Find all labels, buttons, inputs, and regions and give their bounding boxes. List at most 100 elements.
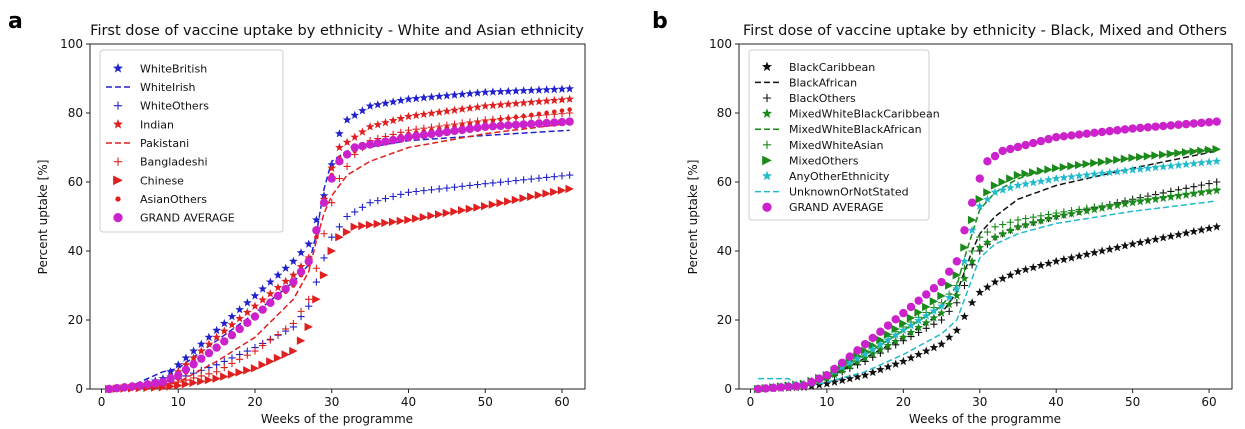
data-point [830, 377, 839, 386]
data-point [922, 324, 930, 332]
data-point [1022, 214, 1030, 223]
data-point [1067, 172, 1076, 181]
data-point [837, 358, 847, 367]
data-point [220, 372, 229, 381]
data-point [883, 330, 893, 339]
data-point [557, 117, 567, 127]
legend-label: Chinese [140, 174, 184, 187]
data-point [204, 339, 214, 348]
data-point [1204, 118, 1214, 127]
data-point [120, 383, 129, 392]
data-point [1166, 121, 1176, 130]
data-point [1052, 164, 1061, 173]
legend-label: WhiteOthers [140, 100, 209, 113]
data-point [891, 324, 900, 334]
data-point [504, 197, 513, 206]
data-point [906, 320, 916, 330]
data-point [944, 281, 954, 290]
data-point [929, 313, 939, 322]
data-point [473, 123, 482, 133]
data-point [534, 85, 544, 94]
data-point [1151, 162, 1160, 172]
data-point [511, 98, 521, 108]
data-point [505, 116, 511, 121]
data-point [967, 256, 977, 266]
data-point [937, 308, 946, 317]
data-point [243, 318, 252, 327]
series-grand-average [104, 117, 574, 394]
data-point [504, 121, 513, 130]
data-point [442, 91, 452, 100]
data-point [465, 124, 475, 134]
data-point [1036, 260, 1046, 270]
data-point [544, 110, 549, 116]
data-point [799, 381, 809, 390]
data-point [906, 313, 916, 323]
data-point [891, 315, 900, 324]
data-point [335, 157, 344, 166]
data-point [389, 192, 397, 201]
data-point [196, 339, 206, 348]
data-point [343, 162, 351, 171]
data-point [419, 93, 429, 102]
data-point [906, 302, 916, 312]
data-point [266, 357, 275, 366]
data-point [235, 305, 245, 314]
data-point [1044, 134, 1053, 144]
data-point [883, 340, 893, 350]
plot-area-b: 0 10 20 30 40 50 60 0 20 40 60 80 100 [709, 37, 1233, 409]
data-point [1067, 207, 1076, 215]
data-point [197, 372, 205, 380]
data-point [205, 370, 213, 378]
data-point [1189, 226, 1199, 236]
data-point [1060, 208, 1068, 216]
data-point [860, 349, 870, 359]
data-point [921, 346, 931, 355]
data-point [960, 256, 969, 266]
data-point [458, 182, 466, 190]
data-point [899, 308, 908, 318]
data-point [251, 347, 259, 355]
data-point [860, 370, 870, 379]
data-point [822, 371, 832, 380]
data-point [236, 355, 244, 363]
data-point [434, 210, 444, 219]
data-point [335, 142, 344, 152]
data-point [1021, 220, 1030, 229]
data-point [1059, 173, 1069, 182]
data-point [883, 321, 893, 330]
data-point [481, 180, 489, 188]
data-point [404, 111, 413, 121]
data-point [228, 359, 236, 368]
data-point [975, 195, 984, 204]
data-point [1097, 168, 1107, 178]
data-point [1059, 132, 1069, 141]
data-point [952, 325, 962, 335]
data-point [381, 218, 390, 228]
data-point [1212, 117, 1221, 126]
data-point [219, 326, 229, 335]
data-point [434, 128, 444, 138]
data-point [1166, 149, 1176, 159]
legend-swatch [761, 108, 773, 118]
data-point [876, 340, 885, 349]
data-point [557, 95, 567, 104]
data-point [434, 107, 444, 117]
data-point [1021, 140, 1030, 150]
data-point [289, 270, 298, 279]
data-point [489, 179, 497, 187]
x-tick-label: 60 [1201, 395, 1216, 409]
data-point [480, 87, 490, 97]
series-blackcaribbean [753, 222, 1222, 393]
data-point [397, 190, 405, 199]
data-point [558, 172, 566, 180]
data-point [1028, 262, 1038, 272]
data-point [1204, 157, 1214, 166]
x-tick-label: 20 [896, 395, 911, 409]
data-point [1005, 270, 1015, 279]
y-tick-label: 0 [724, 382, 732, 396]
data-point [990, 187, 1000, 197]
data-point [1097, 157, 1107, 167]
chart-panel-a: a First dose of vaccine uptake by ethnic… [8, 9, 586, 426]
data-point [922, 302, 931, 312]
